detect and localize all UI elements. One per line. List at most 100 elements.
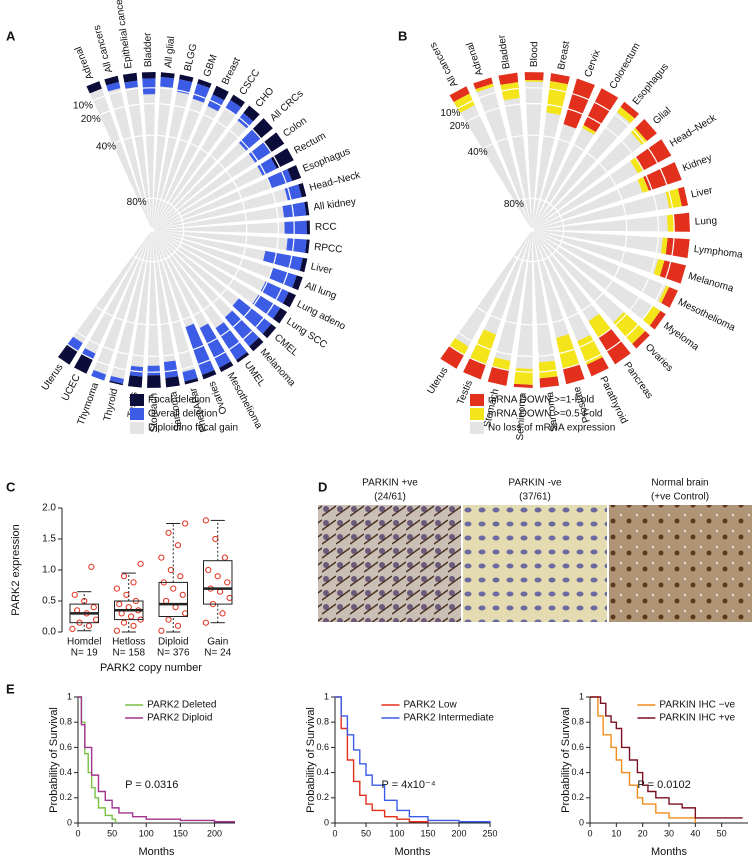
legend-label: No loss of mRNA expression bbox=[488, 423, 615, 434]
y-tick-label: 1.5 bbox=[42, 534, 56, 545]
bar-segment bbox=[487, 366, 509, 386]
bar-segment bbox=[616, 106, 635, 124]
tick-label: 20% bbox=[449, 121, 469, 132]
x-tick-label: 50 bbox=[107, 828, 117, 838]
y-tick-label: 0.4 bbox=[316, 767, 329, 777]
category-label: BLGG bbox=[183, 42, 200, 72]
category-label: Adrenal bbox=[73, 45, 96, 81]
category-label: Stomach bbox=[149, 393, 160, 433]
y-axis-label: Probability of Survival bbox=[560, 707, 572, 813]
bar-segment bbox=[661, 286, 678, 308]
bar-segment bbox=[197, 79, 212, 89]
data-point bbox=[123, 591, 130, 598]
bar-segment bbox=[282, 202, 307, 218]
bar-segment bbox=[219, 361, 234, 373]
background-bar bbox=[152, 74, 194, 229]
y-tick-label: 1.0 bbox=[42, 565, 56, 576]
background-bar bbox=[473, 77, 532, 229]
bar-segment bbox=[128, 375, 143, 388]
data-point bbox=[167, 566, 174, 574]
bar-segment bbox=[598, 328, 631, 365]
legend-swatch bbox=[470, 422, 484, 434]
y-tick-label: 0.4 bbox=[59, 767, 72, 777]
bar-segment bbox=[661, 237, 668, 255]
x-axis-label: PARK2 copy number bbox=[100, 662, 202, 674]
x-tick-label: 200 bbox=[207, 828, 222, 838]
bar-segment bbox=[215, 322, 248, 360]
background-bar bbox=[86, 81, 152, 229]
bar-segment bbox=[463, 357, 486, 380]
legend-label: PARK2 Low bbox=[404, 700, 458, 711]
data-point bbox=[118, 610, 125, 617]
background-bar bbox=[533, 186, 689, 230]
bar-segment bbox=[538, 360, 558, 379]
legend-swatch bbox=[130, 408, 144, 420]
background-bar bbox=[532, 231, 560, 388]
annotation: P = 4x10⁻⁴ bbox=[382, 779, 436, 791]
bar-segment bbox=[74, 353, 93, 374]
bar-segment bbox=[524, 72, 544, 81]
image-subtitle: (+ve Control) bbox=[651, 492, 709, 503]
annotation: P = 0.0102 bbox=[637, 779, 690, 791]
legend-label: PARK2 Intermediate bbox=[404, 713, 495, 724]
category-label: Breast bbox=[556, 40, 572, 71]
category-label: All lung bbox=[303, 280, 338, 302]
bar-segment bbox=[147, 375, 161, 388]
category-label: Sarcoma bbox=[168, 390, 184, 432]
bar-segment bbox=[525, 80, 544, 82]
x-tick-label: 0 bbox=[75, 828, 80, 838]
data-point bbox=[158, 554, 165, 561]
bar-segment bbox=[165, 376, 180, 388]
category-label: Bladder bbox=[143, 32, 155, 67]
bar-segment bbox=[182, 368, 198, 382]
image-subtitle: (37/61) bbox=[519, 492, 551, 503]
tick-label: 20% bbox=[81, 114, 101, 125]
bar-segment bbox=[260, 281, 289, 304]
legend-label: PARKIN IHC −ve bbox=[659, 700, 735, 711]
background-bar bbox=[513, 231, 533, 388]
data-point bbox=[69, 625, 76, 633]
legend-label: Focal deletion bbox=[148, 395, 210, 406]
data-point bbox=[165, 616, 172, 623]
legend-swatch bbox=[470, 408, 484, 420]
data-point bbox=[205, 566, 212, 574]
background-bar bbox=[152, 231, 199, 385]
count-label: N= 19 bbox=[71, 648, 98, 659]
bar-segment bbox=[179, 74, 194, 83]
bar-segment bbox=[673, 212, 690, 232]
grid-ring bbox=[119, 197, 185, 263]
legend-label: Overall deletion bbox=[148, 409, 217, 420]
background-bar bbox=[153, 105, 260, 229]
bar-segment bbox=[449, 338, 469, 355]
y-tick-label: 0.5 bbox=[42, 596, 56, 607]
survival-curve bbox=[590, 696, 697, 823]
bar-segment bbox=[67, 336, 83, 352]
category-label: Colorectum bbox=[608, 41, 643, 91]
bar-segment bbox=[546, 81, 568, 115]
background-bar bbox=[533, 212, 690, 232]
legend-label: mRNA DOWN >=1-Fold bbox=[488, 395, 594, 406]
bar-segment bbox=[106, 81, 121, 92]
data-point bbox=[137, 560, 144, 567]
y-tick-label: 0.8 bbox=[316, 717, 329, 727]
bar-segment bbox=[248, 142, 272, 163]
category-label: Adrenal bbox=[465, 41, 486, 77]
data-point bbox=[177, 573, 184, 580]
background-bar bbox=[533, 230, 678, 308]
bar-segment bbox=[284, 220, 307, 235]
grid-ring bbox=[436, 134, 628, 326]
bar-segment bbox=[224, 310, 259, 347]
bar-segment bbox=[230, 94, 245, 108]
image-title: PARKIN +ve bbox=[362, 478, 418, 489]
background-bar bbox=[524, 72, 544, 229]
category-label: Hetloss bbox=[112, 637, 145, 648]
x-axis-label: Months bbox=[138, 846, 175, 858]
background-bar bbox=[533, 101, 640, 229]
bar-segment bbox=[263, 132, 285, 153]
category-label: UMEL bbox=[242, 360, 267, 389]
category-label: Liver bbox=[690, 185, 714, 201]
category-label: GBM bbox=[202, 53, 220, 78]
category-label: Kidney bbox=[681, 153, 713, 175]
y-tick-label: 1 bbox=[324, 691, 329, 701]
background-bar bbox=[152, 231, 180, 388]
